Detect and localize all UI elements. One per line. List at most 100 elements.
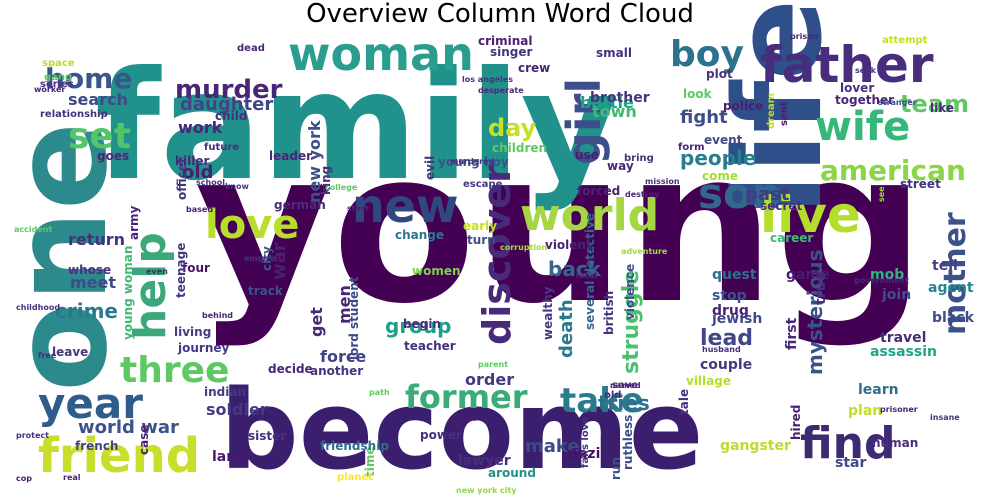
word-13: wife [815,104,910,150]
word-51: soldier [206,400,268,419]
word-76: human [872,436,918,450]
word-84: land [212,449,246,465]
word-156: attempt [882,35,928,46]
word-29: day [488,114,537,142]
word-164: seek [855,66,877,75]
word-34: crime [55,299,118,323]
word-152: space [42,58,75,69]
word-92: whose [68,263,111,277]
word-104: career [770,231,813,245]
word-163: prison [790,32,819,41]
word-83: sister [248,429,286,443]
word-173: rebel [453,414,477,423]
word-193: desperate [478,86,524,95]
word-151: dead [237,43,265,54]
word-189: adventure [621,247,668,256]
word-195: worker [34,85,65,94]
word-111: turn [467,233,496,247]
word-82: around [488,466,536,480]
word-106: violence [623,264,637,320]
word-69: stop [712,288,747,304]
word-199: corruption [500,243,548,252]
word-186: know [225,182,250,191]
word-91: leave [52,345,88,359]
word-138: street [900,177,941,191]
word-190: destroy [625,190,660,199]
word-161: case [137,425,151,456]
word-117: army [127,205,141,240]
word-97: teacher [404,339,456,353]
word-120: goes [97,149,129,163]
word-42: search [68,90,128,109]
word-47: return [68,230,125,249]
word-191: mission [645,177,680,186]
word-94: track [248,284,284,298]
word-141: lover [840,81,874,95]
word-78: star [835,455,866,471]
word-55: get [307,307,326,337]
word-187: path [369,388,390,397]
word-53: order [465,370,514,389]
word-71: black [932,310,975,326]
word-43: death [556,299,577,358]
word-121: future [204,142,239,153]
word-181: even [146,267,168,276]
word-103: village [686,374,731,388]
word-63: join [881,287,911,303]
word-115: teenage [174,243,188,298]
word-114: young woman [121,246,135,340]
word-62: travel [880,330,926,346]
word-134: form [678,142,705,153]
word-168: insane [930,413,960,422]
word-176: cop [16,474,32,483]
word-172: named [610,381,641,390]
word-85: french [75,439,118,453]
word-129: escape [463,179,503,190]
word-174: new york city [456,486,517,495]
word-169: prisoner [880,405,918,414]
word-135: event [704,133,743,147]
word-133: bring [624,153,654,164]
word-185: school [196,178,225,187]
word-131: use [575,148,599,162]
word-110: violent [545,238,592,252]
word-162: planet [337,472,373,483]
word-123: child [215,109,247,123]
word-124: leader [269,149,312,163]
word-60: learn [858,382,899,398]
word-118: german [274,198,326,212]
word-109: change [395,228,444,242]
word-102: hired [789,405,803,440]
word-59: plan [848,403,882,419]
word-170: husband [702,345,741,354]
word-159: old [604,390,621,401]
word-25: american [820,154,966,187]
word-144: look [683,87,713,101]
word-61: assassin [870,344,937,360]
word-86: indian [204,385,246,399]
word-73: tell [932,258,958,274]
word-81: power [420,428,462,442]
word-148: crew [518,61,550,75]
word-177: protect [16,431,49,440]
word-64: couple [700,357,752,373]
word-136: come [702,169,738,183]
word-180: behind [202,311,233,320]
word-72: agent [928,280,974,296]
word-175: real [63,473,81,482]
word-89: journey [177,341,230,355]
word-196: parent [478,360,508,369]
word-194: los angeles [462,75,513,84]
word-183: accident [14,225,52,234]
word-145: police [723,99,763,113]
word-122: killer [175,154,209,168]
word-90: living [174,325,211,339]
word-95: women [412,264,461,278]
word-75: first [784,317,800,350]
word-7: woman [288,27,474,81]
word-32: fight [680,107,728,128]
word-22: discover [475,164,519,345]
word-130: forced [577,184,620,198]
word-58: brother [590,90,650,106]
word-66: quest [712,267,757,283]
